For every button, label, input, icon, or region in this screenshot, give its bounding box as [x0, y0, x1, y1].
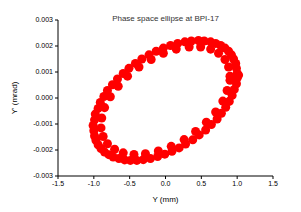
svg-text:Y' (mrad): Y' (mrad) [10, 81, 19, 114]
svg-text:-1.0: -1.0 [88, 180, 100, 187]
svg-text:1.5: 1.5 [268, 180, 278, 187]
svg-text:-1.5: -1.5 [52, 180, 64, 187]
svg-text:0.000: 0.000 [35, 94, 53, 101]
svg-text:-0.5: -0.5 [124, 180, 136, 187]
svg-text:0.002: 0.002 [35, 42, 53, 49]
svg-text:Y (mm): Y (mm) [152, 195, 178, 204]
html-text:Phase space ellipse at BPI-17: Phase space ellipse at BPI-17 [112, 14, 219, 23]
svg-text:0.5: 0.5 [196, 180, 206, 187]
svg-text:1.0: 1.0 [232, 180, 242, 187]
svg-text:-0.001: -0.001 [33, 120, 53, 127]
svg-text:-0.002: -0.002 [33, 146, 53, 153]
svg-text:-0.003: -0.003 [33, 172, 53, 179]
svg-text:0.003: 0.003 [35, 16, 53, 23]
svg-text:0.0: 0.0 [161, 180, 171, 187]
svg-text:0.001: 0.001 [35, 68, 53, 75]
